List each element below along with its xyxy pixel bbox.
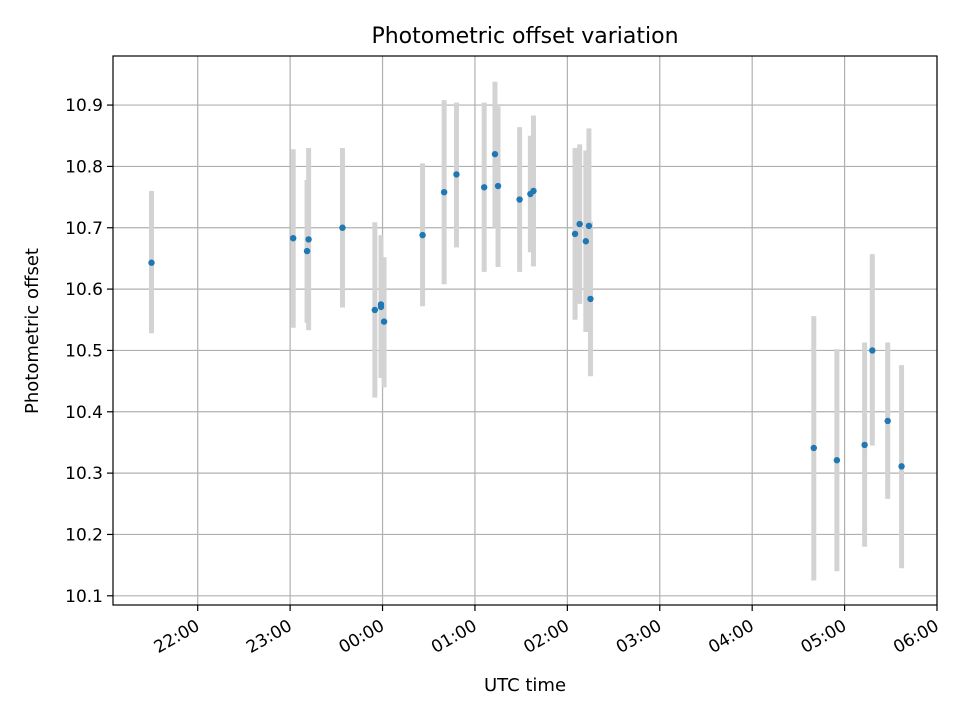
data-point [491,150,499,158]
data-points [148,150,905,470]
data-point [585,222,593,230]
y-tick-label: 10.4 [65,403,103,423]
data-point [380,318,388,325]
plot-frame [112,55,938,606]
y-tick-label: 10.7 [65,219,103,239]
data-point [571,230,579,238]
data-point [303,247,311,255]
data-point [869,347,876,354]
data-point [582,238,590,245]
data-point [440,188,448,196]
chart-title: Photometric offset variation [371,24,678,49]
data-point [587,295,594,303]
x-axis-label: UTC time [484,675,566,696]
data-point [861,441,868,449]
data-point [810,444,817,452]
data-point [339,224,346,231]
data-point [884,417,891,425]
data-point [530,187,537,195]
data-point [480,184,488,191]
y-axis-ticks: 10.1 10.2 10.3 10.4 10.5 10.6 10.7 10.8 10.9 [65,96,113,607]
y-tick-label: 10.9 [65,96,103,116]
data-point [371,306,379,314]
y-tick-label: 10.6 [65,280,103,300]
y-tick-label: 10.2 [65,525,103,545]
y-tick-label: 10.3 [65,464,103,484]
data-point [419,231,426,239]
data-point [576,220,583,228]
data-point [453,171,460,178]
y-axis-label: Photometric offset [22,248,43,414]
data-point [305,236,312,243]
data-point [898,463,905,470]
data-point [494,182,502,190]
data-point [516,196,523,203]
y-tick-label: 10.1 [65,587,103,607]
y-tick-label: 10.8 [65,157,103,177]
data-point [290,234,297,242]
data-point [377,303,385,311]
y-tick-label: 10.5 [65,341,103,361]
data-point [148,259,155,266]
data-point [833,457,841,464]
